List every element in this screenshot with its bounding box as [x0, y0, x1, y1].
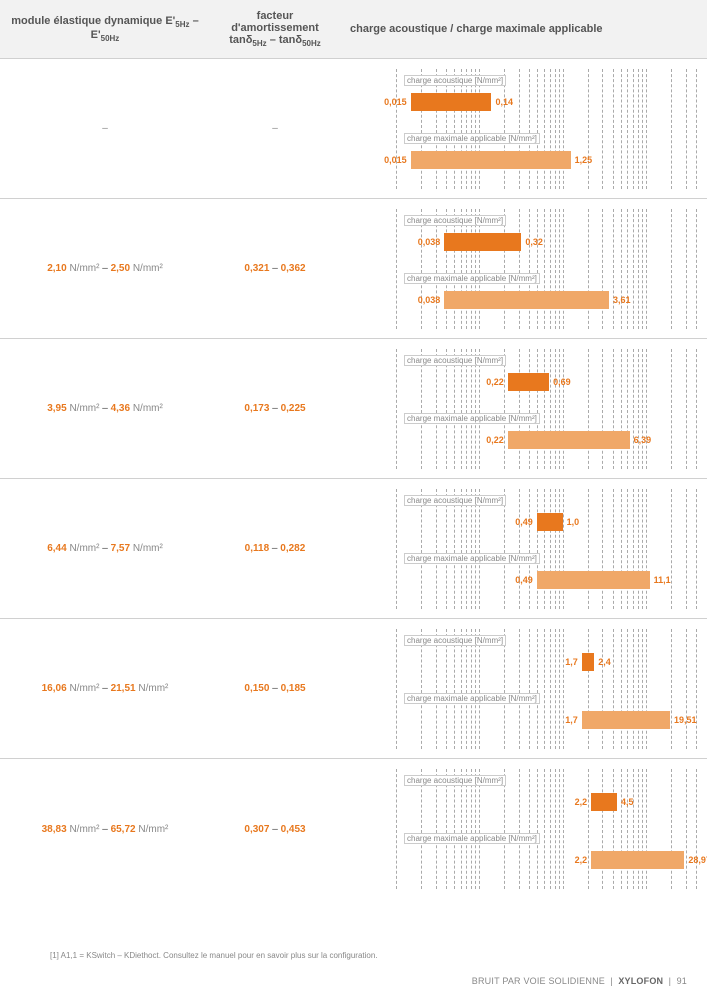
acoustic-high-value: 1,0 — [567, 517, 580, 527]
acoustic-high-value: 2,4 — [598, 657, 611, 667]
acoustic-high-value: 0,69 — [553, 377, 571, 387]
acoustic-bar — [591, 793, 617, 811]
module-cell: 38,83 N/mm² – 65,72 N/mm² — [0, 824, 210, 835]
acoustic-high-value: 0,14 — [495, 97, 513, 107]
maxload-low-value: 0,015 — [363, 155, 407, 165]
acoustic-low-value: 0,015 — [363, 97, 407, 107]
maxload-high-value: 28,97 — [688, 855, 707, 865]
maxload-bar-group: charge maximale applicable [N/mm²] 2,2 2… — [350, 833, 687, 883]
factor-cell: 0,173 – 0,225 — [210, 403, 340, 414]
maxload-high-value: 11,1 — [654, 575, 671, 585]
maxload-bar-label: charge maximale applicable [N/mm²] — [404, 413, 540, 424]
acoustic-low-value: 0,49 — [489, 517, 533, 527]
footer-section: BRUIT PAR VOIE SOLIDIENNE — [472, 976, 605, 986]
maxload-bar-label: charge maximale applicable [N/mm²] — [404, 273, 540, 284]
factor-cell: 0,150 – 0,185 — [210, 683, 340, 694]
factor-cell: – — [210, 123, 340, 134]
header-chart: charge acoustique / charge maximale appl… — [340, 23, 707, 35]
maxload-bar-label: charge maximale applicable [N/mm²] — [404, 693, 540, 704]
acoustic-low-value: 1,7 — [534, 657, 578, 667]
factor-cell: 0,307 – 0,453 — [210, 824, 340, 835]
module-cell: 16,06 N/mm² – 21,51 N/mm² — [0, 683, 210, 694]
maxload-high-value: 19,51 — [674, 715, 697, 725]
table-row: – – charge acoustique [N/mm²] 0,015 0,14… — [0, 59, 707, 199]
acoustic-high-value: 4,5 — [621, 797, 634, 807]
maxload-bar-group: charge maximale applicable [N/mm²] 0,038… — [350, 273, 687, 323]
acoustic-bar-group: charge acoustique [N/mm²] 0,038 0,32 — [350, 215, 687, 265]
maxload-low-value: 1,7 — [534, 715, 578, 725]
factor-cell: 0,321 – 0,362 — [210, 263, 340, 274]
maxload-bar-label: charge maximale applicable [N/mm²] — [404, 133, 540, 144]
chart-cell: charge acoustique [N/mm²] 2,2 4,5 charge… — [340, 769, 707, 889]
acoustic-bar-group: charge acoustique [N/mm²] 0,015 0,14 — [350, 75, 687, 125]
factor-cell: 0,118 – 0,282 — [210, 543, 340, 554]
acoustic-bar-label: charge acoustique [N/mm²] — [404, 495, 506, 506]
maxload-bar-group: charge maximale applicable [N/mm²] 1,7 1… — [350, 693, 687, 743]
acoustic-bar-label: charge acoustique [N/mm²] — [404, 355, 506, 366]
footer-page: 91 — [677, 976, 687, 986]
module-cell: 3,95 N/mm² – 4,36 N/mm² — [0, 403, 210, 414]
module-cell: 2,10 N/mm² – 2,50 N/mm² — [0, 263, 210, 274]
header-row: module élastique dynamique E'5Hz – E'50H… — [0, 0, 707, 59]
maxload-bar — [582, 711, 670, 729]
maxload-bar — [411, 151, 571, 169]
maxload-high-value: 1,25 — [575, 155, 593, 165]
chart-cell: charge acoustique [N/mm²] 0,038 0,32 cha… — [340, 209, 707, 329]
maxload-bar-group: charge maximale applicable [N/mm²] 0,49 … — [350, 553, 687, 603]
acoustic-bar — [582, 653, 594, 671]
maxload-bar — [591, 851, 684, 869]
acoustic-bar-label: charge acoustique [N/mm²] — [404, 775, 506, 786]
table-row: 6,44 N/mm² – 7,57 N/mm² 0,118 – 0,282 ch… — [0, 479, 707, 619]
acoustic-high-value: 0,32 — [525, 237, 543, 247]
maxload-bar-label: charge maximale applicable [N/mm²] — [404, 553, 540, 564]
acoustic-bar-label: charge acoustique [N/mm²] — [404, 215, 506, 226]
chart-cell: charge acoustique [N/mm²] 0,22 0,69 char… — [340, 349, 707, 469]
footnote: [1] A1,1 = KSwitch – KDiethoct. Consulte… — [50, 951, 378, 960]
module-cell: – — [0, 123, 210, 134]
acoustic-low-value: 0,038 — [396, 237, 440, 247]
acoustic-bar-group: charge acoustique [N/mm²] 1,7 2,4 — [350, 635, 687, 685]
acoustic-bar — [508, 373, 549, 391]
maxload-low-value: 0,038 — [396, 295, 440, 305]
acoustic-bar-group: charge acoustique [N/mm²] 2,2 4,5 — [350, 775, 687, 825]
acoustic-bar — [444, 233, 521, 251]
chart-cell: charge acoustique [N/mm²] 1,7 2,4 charge… — [340, 629, 707, 749]
acoustic-bar-group: charge acoustique [N/mm²] 0,49 1,0 — [350, 495, 687, 545]
maxload-bar-group: charge maximale applicable [N/mm²] 0,015… — [350, 133, 687, 183]
maxload-bar-group: charge maximale applicable [N/mm²] 0,22 … — [350, 413, 687, 463]
table-row: 2,10 N/mm² – 2,50 N/mm² 0,321 – 0,362 ch… — [0, 199, 707, 339]
header-factor: facteur d'amortissement tanδ5Hz – tanδ50… — [210, 10, 340, 48]
table-row: 16,06 N/mm² – 21,51 N/mm² 0,150 – 0,185 … — [0, 619, 707, 759]
maxload-bar — [537, 571, 650, 589]
acoustic-bar-group: charge acoustique [N/mm²] 0,22 0,69 — [350, 355, 687, 405]
header-module: module élastique dynamique E'5Hz – E'50H… — [0, 15, 210, 43]
page-footer: BRUIT PAR VOIE SOLIDIENNE | XYLOFON | 91 — [472, 976, 687, 986]
acoustic-bar-label: charge acoustique [N/mm²] — [404, 635, 506, 646]
acoustic-bar — [411, 93, 492, 111]
acoustic-low-value: 2,2 — [543, 797, 587, 807]
footer-brand: XYLOFON — [618, 976, 663, 986]
maxload-low-value: 0,22 — [460, 435, 504, 445]
maxload-high-value: 3,61 — [613, 295, 631, 305]
acoustic-bar — [537, 513, 563, 531]
maxload-high-value: 6,39 — [634, 435, 652, 445]
data-table: module élastique dynamique E'5Hz – E'50H… — [0, 0, 707, 899]
maxload-bar — [508, 431, 630, 449]
chart-cell: charge acoustique [N/mm²] 0,49 1,0 charg… — [340, 489, 707, 609]
maxload-bar-label: charge maximale applicable [N/mm²] — [404, 833, 540, 844]
maxload-bar — [444, 291, 609, 309]
acoustic-bar-label: charge acoustique [N/mm²] — [404, 75, 506, 86]
chart-cell: charge acoustique [N/mm²] 0,015 0,14 cha… — [340, 69, 707, 189]
maxload-low-value: 2,2 — [543, 855, 587, 865]
table-row: 3,95 N/mm² – 4,36 N/mm² 0,173 – 0,225 ch… — [0, 339, 707, 479]
table-row: 38,83 N/mm² – 65,72 N/mm² 0,307 – 0,453 … — [0, 759, 707, 899]
acoustic-low-value: 0,22 — [460, 377, 504, 387]
module-cell: 6,44 N/mm² – 7,57 N/mm² — [0, 543, 210, 554]
maxload-low-value: 0,49 — [489, 575, 533, 585]
